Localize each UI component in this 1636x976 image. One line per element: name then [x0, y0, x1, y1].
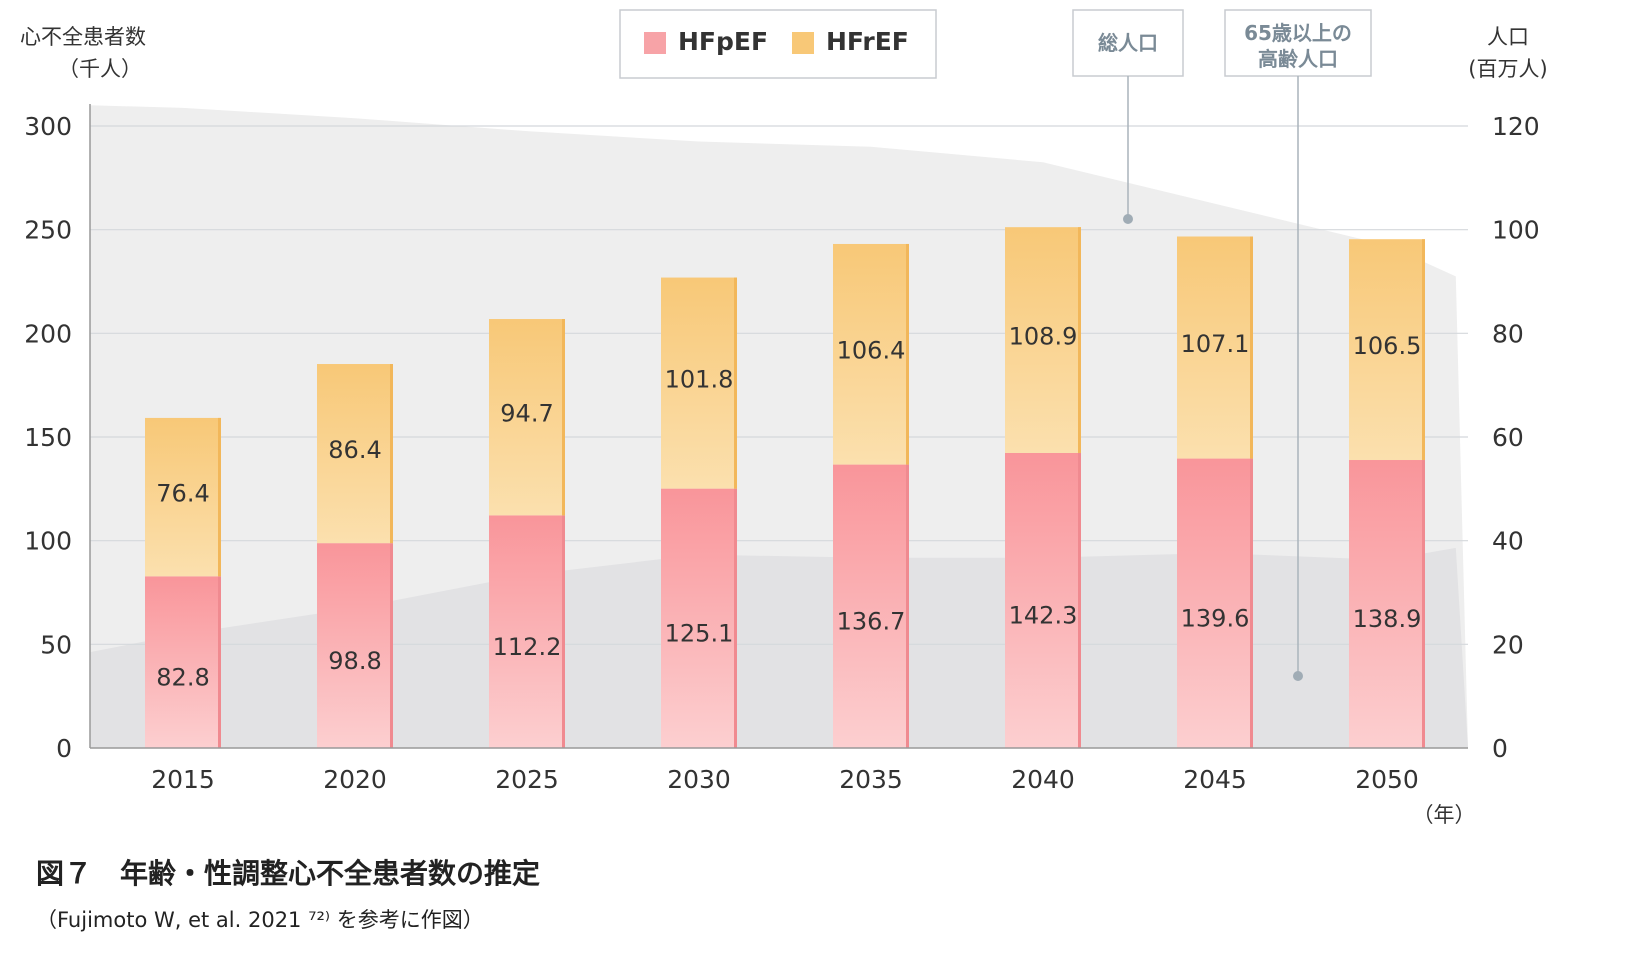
- bar-edge: [1250, 458, 1253, 748]
- right-tick-label: 120: [1492, 112, 1540, 141]
- bar-edge: [906, 243, 909, 465]
- elderly-population-area: [90, 547, 1468, 748]
- data-label: 125.1: [665, 620, 734, 648]
- right-tick-label: 40: [1492, 527, 1524, 556]
- elderly-population-callout: [1224, 9, 1372, 77]
- x-tick-label: 2040: [1011, 765, 1075, 794]
- right-tick-label: 100: [1492, 216, 1540, 245]
- data-label: 82.8: [156, 663, 209, 691]
- data-label: 112.2: [493, 633, 562, 661]
- x-axis-title: （年）: [1413, 803, 1476, 827]
- left-axis-title: （千人）: [58, 57, 142, 81]
- elderly-population-label: 高齢人口: [1258, 47, 1338, 71]
- bar-edge: [734, 277, 737, 489]
- bar-hfref-2040: [1005, 227, 1081, 453]
- data-label: 106.5: [1353, 332, 1422, 360]
- bar-hfpef-2015: [145, 576, 221, 748]
- x-tick-label: 2035: [839, 765, 903, 794]
- bar-hfpef-2030: [661, 488, 737, 748]
- legend: [619, 9, 937, 79]
- bar-hfpef-2020: [317, 543, 393, 748]
- x-tick-label: 2020: [323, 765, 387, 794]
- left-tick-label: 100: [24, 527, 72, 556]
- data-label: 76.4: [156, 480, 209, 508]
- bar-hfpef-2025: [489, 515, 565, 748]
- data-label: 106.4: [837, 337, 906, 365]
- left-axis-title: 心不全患者数: [20, 25, 146, 49]
- bar-hfpef-2050: [1349, 460, 1425, 748]
- x-tick-label: 2045: [1183, 765, 1247, 794]
- total-population-callout: [1072, 9, 1184, 77]
- right-axis-title: (百万人): [1468, 57, 1547, 81]
- data-label: 108.9: [1009, 322, 1078, 350]
- bar-hfpef-2040: [1005, 452, 1081, 748]
- x-tick-label: 2050: [1355, 765, 1419, 794]
- left-tick-label: 0: [56, 734, 72, 763]
- bar-hfref-2050: [1349, 239, 1425, 461]
- data-label: 138.9: [1353, 605, 1422, 633]
- left-tick-label: 50: [40, 630, 72, 659]
- bar-edge: [906, 464, 909, 748]
- bar-edge: [1422, 239, 1425, 461]
- bar-hfref-2035: [833, 243, 909, 465]
- bar-edge: [562, 319, 565, 516]
- left-tick-label: 250: [24, 216, 72, 245]
- right-tick-label: 60: [1492, 423, 1524, 452]
- data-label: 94.7: [500, 400, 553, 428]
- bar-edge: [218, 417, 221, 577]
- stacked-bar-chart: 82.8 76.4 98.8 86.4 112.2 94.7 125.1 101.8 136.7…: [20, 9, 1548, 827]
- bar-hfpef-2045: [1177, 458, 1253, 748]
- bar-hfpef-2035: [833, 464, 909, 748]
- data-label: 98.8: [328, 647, 381, 675]
- legend-label-hfref: HFrEF: [826, 27, 909, 56]
- x-tick-label: 2025: [495, 765, 559, 794]
- callout-dot: [1123, 214, 1133, 224]
- left-tick-label: 150: [24, 423, 72, 452]
- bar-edge: [1078, 452, 1081, 748]
- data-label: 101.8: [665, 365, 734, 393]
- right-axis-title: 人口: [1487, 25, 1529, 49]
- legend-swatch-hfref: [792, 32, 814, 54]
- bar-edge: [734, 488, 737, 748]
- bar-edge: [1250, 236, 1253, 459]
- data-label: 107.1: [1181, 330, 1250, 358]
- bar-edge: [1422, 460, 1425, 748]
- x-tick-label: 2015: [151, 765, 215, 794]
- elderly-population-label: 65歳以上の: [1244, 21, 1352, 45]
- bar-hfref-2030: [661, 277, 737, 489]
- callout-dot: [1293, 671, 1303, 681]
- left-tick-label: 200: [24, 319, 72, 348]
- bar-edge: [218, 576, 221, 748]
- right-tick-label: 20: [1492, 630, 1524, 659]
- bar-hfref-2015: [145, 417, 221, 577]
- bar-hfref-2045: [1177, 236, 1253, 459]
- bar-hfref-2020: [317, 364, 393, 544]
- data-label: 142.3: [1009, 602, 1078, 630]
- legend-swatch-hfpef: [644, 32, 666, 54]
- bar-hfref-2025: [489, 319, 565, 516]
- x-tick-label: 2030: [667, 765, 731, 794]
- bar-edge: [390, 543, 393, 748]
- legend-label-hfpef: HFpEF: [678, 27, 768, 56]
- bar-edge: [1078, 227, 1081, 453]
- bar-edge: [562, 515, 565, 748]
- data-label: 86.4: [328, 436, 381, 464]
- figure-title: 図７ 年齢・性調整心不全患者数の推定: [36, 857, 541, 890]
- right-tick-label: 0: [1492, 734, 1508, 763]
- left-tick-label: 300: [24, 112, 72, 141]
- data-label: 136.7: [837, 607, 906, 635]
- figure-source: （Fujimoto W, et al. 2021 ⁷²⁾ を参考に作図）: [36, 908, 484, 932]
- total-population-label: 総人口: [1098, 31, 1158, 55]
- right-tick-label: 80: [1492, 319, 1524, 348]
- data-label: 139.6: [1181, 604, 1250, 632]
- bar-edge: [390, 364, 393, 544]
